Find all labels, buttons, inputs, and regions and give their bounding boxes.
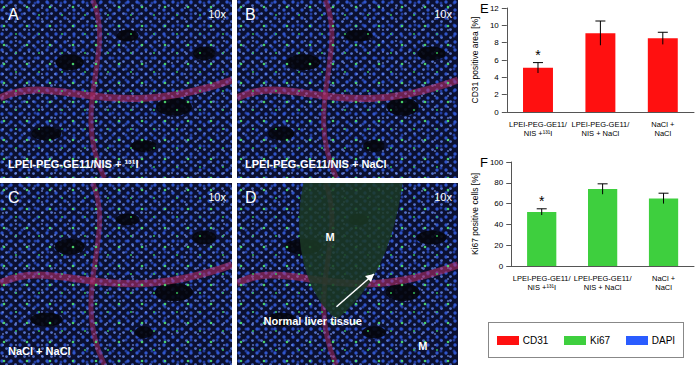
svg-text:NaCl: NaCl [654,129,671,138]
svg-text:10x: 10x [434,191,452,203]
svg-text:LPEI-PEG-GE11/NIS + NaCl: LPEI-PEG-GE11/NIS + NaCl [245,158,387,170]
svg-text:80: 80 [494,178,503,187]
svg-text:10: 10 [490,21,499,30]
svg-text:LPEI-PEG-GE11/: LPEI-PEG-GE11/ [571,120,630,129]
svg-text:NIS + NaCl: NIS + NaCl [582,129,620,138]
svg-text:NaCl +: NaCl + [652,274,676,283]
svg-text:LPEI-PEG-GE11/NIS + ¹³¹I: LPEI-PEG-GE11/NIS + ¹³¹I [8,158,139,170]
svg-text:NaCl: NaCl [655,283,672,292]
svg-text:60: 60 [494,199,503,208]
svg-text:12: 12 [490,4,499,13]
svg-text:A: A [8,6,19,23]
svg-text:40: 40 [494,220,503,229]
html-text:CD31: CD31 [522,334,549,346]
svg-text:M: M [325,231,334,243]
svg-text:CD31 positive area [%]: CD31 positive area [%] [470,17,480,104]
svg-text:NIS + NaCl: NIS + NaCl [584,283,622,292]
svg-text:4: 4 [494,73,499,82]
svg-text:LPEI-PEG-GE11/: LPEI-PEG-GE11/ [513,274,572,283]
svg-text:6: 6 [494,56,499,65]
svg-text:*: * [535,47,541,63]
html-text:Ki67: Ki67 [590,334,611,346]
svg-text:E: E [480,1,489,16]
svg-text:20: 20 [494,241,503,250]
svg-text:0: 0 [494,108,499,117]
svg-text:NIS +¹³¹I: NIS +¹³¹I [524,129,553,138]
svg-text:*: * [539,193,545,209]
svg-text:LPEI-PEG-GE11/: LPEI-PEG-GE11/ [509,120,568,129]
svg-text:Ki67 positive cells [%]: Ki67 positive cells [%] [470,173,480,255]
svg-text:2: 2 [494,90,499,99]
svg-text:8: 8 [494,38,499,47]
svg-text:M: M [418,340,427,352]
svg-text:F: F [480,155,488,170]
svg-text:NIS +¹³¹I: NIS +¹³¹I [527,283,556,292]
svg-text:NaCl + NaCl: NaCl + NaCl [8,345,71,357]
svg-text:LPEI-PEG-GE11/: LPEI-PEG-GE11/ [574,274,633,283]
svg-text:Normal liver tissue: Normal liver tissue [264,315,362,327]
svg-text:10x: 10x [434,8,452,20]
svg-text:10x: 10x [208,191,226,203]
html-text:DAPI: DAPI [651,334,676,346]
svg-text:NaCl +: NaCl + [651,120,675,129]
svg-text:C: C [8,189,20,206]
svg-text:D: D [245,189,257,206]
svg-text:100: 100 [490,158,504,167]
svg-text:10x: 10x [208,8,226,20]
svg-text:B: B [245,6,256,23]
svg-text:0: 0 [499,262,504,271]
